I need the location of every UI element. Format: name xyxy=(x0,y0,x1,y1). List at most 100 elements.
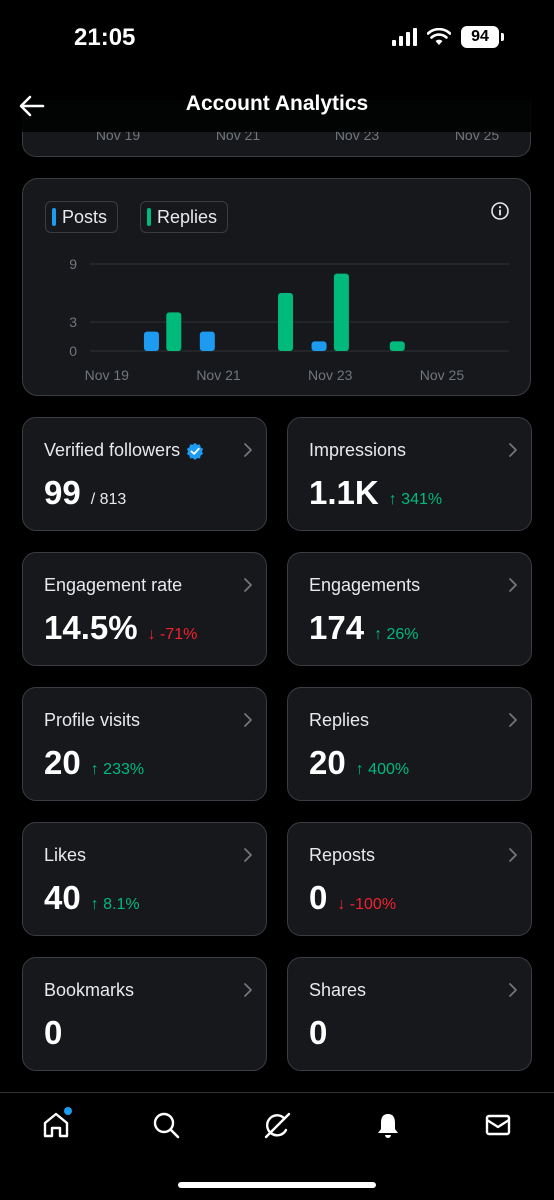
stat-value: 1.1K xyxy=(309,474,379,511)
status-icons: 94 xyxy=(392,26,504,48)
nav-search[interactable] xyxy=(146,1105,186,1145)
chevron-right-icon xyxy=(244,983,252,997)
stat-title-text: Shares xyxy=(309,980,367,1000)
stat-card-impressions[interactable]: Impressions 1.1K ↑ 341% xyxy=(287,417,532,531)
stat-value-row: 1.1K ↑ 341% xyxy=(309,474,442,512)
stat-value: 0 xyxy=(309,879,328,916)
stat-value-row: 20 ↑ 400% xyxy=(309,744,409,782)
stat-title-text: Bookmarks xyxy=(44,980,135,1000)
stat-card-likes[interactable]: Likes 40 ↑ 8.1% xyxy=(22,822,267,936)
x-tick-label: Nov 23 xyxy=(308,367,353,383)
stat-title-text: Profile visits xyxy=(44,710,141,730)
stat-card-engagement-rate[interactable]: Engagement rate 14.5% ↓ -71% xyxy=(22,552,267,666)
stat-value: 99 xyxy=(44,474,81,511)
legend-posts[interactable]: Posts xyxy=(45,201,119,233)
stat-title: Engagements xyxy=(309,575,420,596)
stat-change: ↓ -71% xyxy=(147,626,198,643)
y-tick-label: 0 xyxy=(69,343,77,359)
status-time: 21:05 xyxy=(74,24,136,51)
x-tick-label: Nov 25 xyxy=(420,367,465,383)
stat-value: 174 xyxy=(309,609,365,646)
bar-posts xyxy=(143,331,159,351)
stat-title-text: Likes xyxy=(44,845,87,865)
arrow-left-icon xyxy=(19,95,45,117)
bar-replies xyxy=(389,341,405,351)
nav-messages[interactable] xyxy=(478,1105,518,1145)
x-tick-label: Nov 21 xyxy=(196,367,241,383)
stat-value-row: 99 / 813 xyxy=(44,474,126,512)
bar-posts xyxy=(311,341,327,351)
home-indicator xyxy=(178,1182,376,1188)
stat-value: 40 xyxy=(44,879,81,916)
stat-change: ↑ 400% xyxy=(355,761,410,778)
x-tick-label: Nov 19 xyxy=(85,367,130,383)
battery-nub xyxy=(501,33,504,41)
legend-replies[interactable]: Replies xyxy=(140,201,229,233)
stat-value-row: 14.5% ↓ -71% xyxy=(44,609,197,647)
stat-change: ↑ 233% xyxy=(90,761,145,778)
stat-card-verified-followers[interactable]: Verified followers 99 / 813 xyxy=(22,417,267,531)
stat-value-row: 0 xyxy=(309,1014,327,1052)
chart-legend: Posts Replies xyxy=(45,201,229,233)
page-title: Account Analytics xyxy=(185,92,369,115)
chevron-right-icon xyxy=(244,848,252,862)
stat-card-replies[interactable]: Replies 20 ↑ 400% xyxy=(287,687,532,801)
home-icon xyxy=(43,1112,69,1138)
battery-indicator: 94 xyxy=(461,26,499,48)
stat-card-profile-visits[interactable]: Profile visits 20 ↑ 233% xyxy=(22,687,267,801)
stat-value: 0 xyxy=(44,1014,63,1051)
bar-replies xyxy=(278,293,294,351)
activity-chart: 0 3 9 Nov 19 Nov 21 Nov 23 Nov 25 xyxy=(69,256,509,383)
chevron-right-icon xyxy=(509,578,517,592)
stat-title-text: Engagements xyxy=(309,575,421,595)
stat-value: 20 xyxy=(44,744,81,781)
stat-title-text: Verified followers xyxy=(44,440,181,460)
back-button[interactable] xyxy=(16,90,48,122)
legend-replies-label: Replies xyxy=(157,206,218,227)
stat-value-row: 0 ↓ -100% xyxy=(309,879,396,917)
activity-chart-card: 0 3 9 Nov 19 Nov 21 Nov 23 Nov 25 Posts Replie… xyxy=(22,178,531,396)
stat-title: Verified followers xyxy=(44,440,204,461)
stat-total: / 813 xyxy=(90,491,127,508)
grok-icon xyxy=(264,1112,291,1139)
stat-title: Shares xyxy=(309,980,366,1001)
stat-title-text: Replies xyxy=(309,710,370,730)
chevron-right-icon xyxy=(509,848,517,862)
stat-title-text: Impressions xyxy=(309,440,407,460)
stat-value: 20 xyxy=(309,744,346,781)
search-icon xyxy=(153,1112,180,1139)
stat-title-text: Reposts xyxy=(309,845,376,865)
chevron-right-icon xyxy=(509,983,517,997)
chevron-right-icon xyxy=(244,443,252,457)
signal-icon xyxy=(392,28,417,46)
stat-value-row: 40 ↑ 8.1% xyxy=(44,879,140,917)
stat-card-bookmarks[interactable]: Bookmarks 0 xyxy=(22,957,267,1071)
header: Account Analytics xyxy=(0,78,554,132)
posts-swatch xyxy=(52,208,56,226)
stat-title: Engagement rate xyxy=(44,575,182,596)
stat-value: 0 xyxy=(309,1014,328,1051)
stat-card-shares[interactable]: Shares 0 xyxy=(287,957,532,1071)
chevron-right-icon xyxy=(509,443,517,457)
stat-card-reposts[interactable]: Reposts 0 ↓ -100% xyxy=(287,822,532,936)
stat-change: ↑ 341% xyxy=(388,491,443,508)
stat-title: Reposts xyxy=(309,845,375,866)
bottom-nav xyxy=(0,1092,554,1200)
wifi-icon xyxy=(427,28,451,45)
y-tick-label: 3 xyxy=(69,314,77,330)
replies-swatch xyxy=(147,208,152,226)
stat-card-engagements[interactable]: Engagements 174 ↑ 26% xyxy=(287,552,532,666)
y-tick-label: 9 xyxy=(69,256,77,272)
stat-change: ↑ 8.1% xyxy=(90,896,140,913)
nav-notifications[interactable] xyxy=(368,1105,408,1145)
chevron-right-icon xyxy=(509,713,517,727)
bell-icon xyxy=(378,1114,398,1138)
stat-title: Impressions xyxy=(309,440,406,461)
nav-home[interactable] xyxy=(36,1105,76,1145)
stat-value-row: 0 xyxy=(44,1014,62,1052)
info-icon[interactable] xyxy=(490,201,510,221)
stat-title: Bookmarks xyxy=(44,980,134,1001)
nav-grok[interactable] xyxy=(257,1105,297,1145)
chevron-right-icon xyxy=(244,713,252,727)
stat-change: ↓ -100% xyxy=(337,896,397,913)
